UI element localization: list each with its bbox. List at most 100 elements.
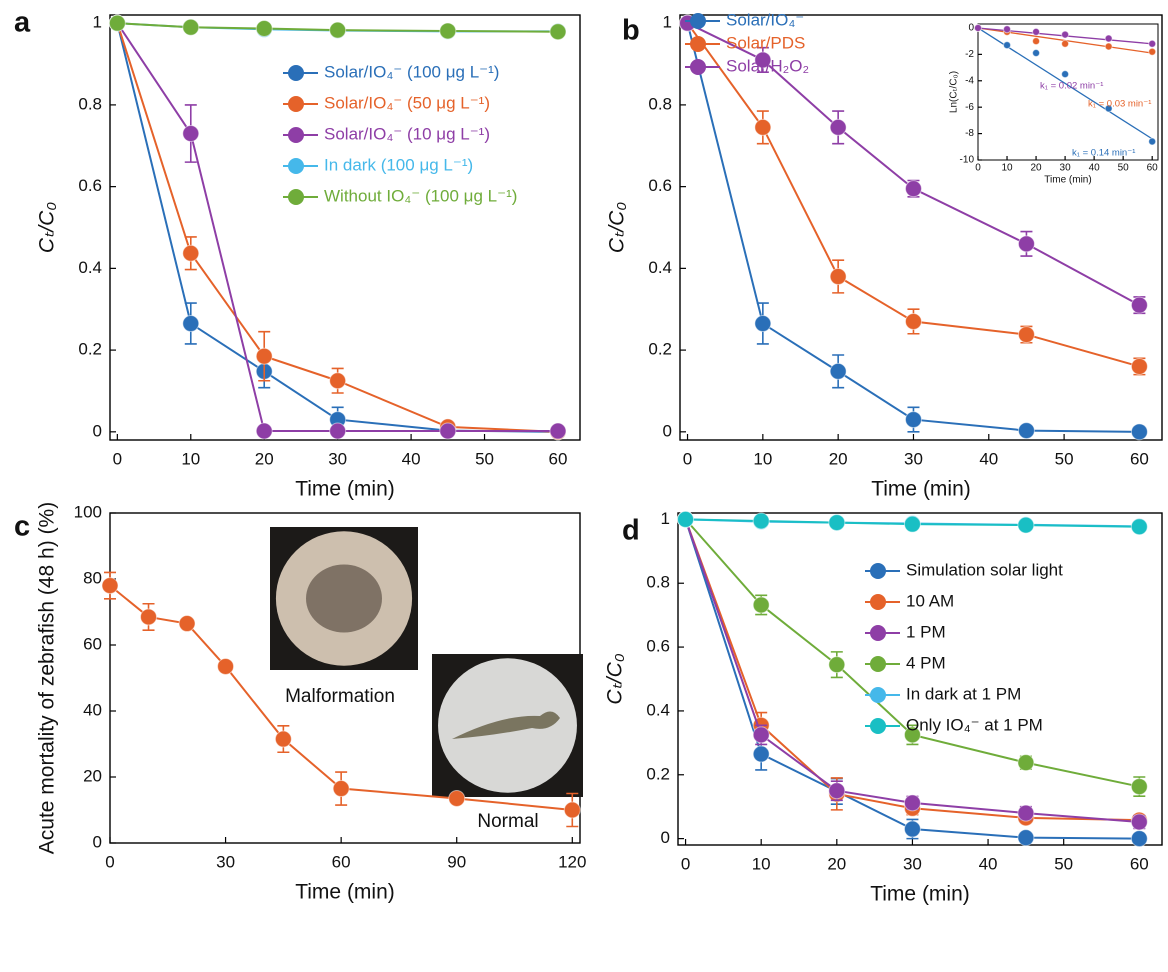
y-tick-label: 1 bbox=[663, 13, 672, 32]
data-point bbox=[1018, 327, 1034, 343]
data-point bbox=[1018, 830, 1034, 846]
y-tick-label: 0 bbox=[93, 832, 102, 851]
x-tick-label: 30 bbox=[1060, 163, 1072, 174]
x-tick-label: 60 bbox=[1147, 163, 1159, 174]
data-point bbox=[179, 616, 195, 632]
x-tick-label: 20 bbox=[827, 854, 846, 873]
data-point bbox=[183, 245, 199, 261]
legend-marker bbox=[870, 656, 886, 672]
legend-label: Solar/IO₄⁻ bbox=[726, 10, 804, 29]
data-point bbox=[1105, 35, 1112, 42]
data-point bbox=[1062, 40, 1069, 47]
data-point bbox=[330, 423, 346, 439]
x-tick-label: 30 bbox=[904, 449, 923, 468]
legend-marker bbox=[288, 158, 304, 174]
figure: 0 10 20 30 40 50 60 0 0.2 0.4 0.6 0.8 1 Time (min) Cₜ/… bbox=[0, 0, 1168, 972]
x-tick-label: 20 bbox=[829, 449, 848, 468]
x-tick-label: 10 bbox=[753, 449, 772, 468]
legend-marker bbox=[870, 563, 886, 579]
legend-marker bbox=[690, 36, 706, 52]
x-axis-title: Time (min) bbox=[870, 883, 970, 906]
data-point bbox=[1149, 48, 1156, 55]
y-tick-label: -6 bbox=[965, 102, 974, 113]
y-tick-label: 0.8 bbox=[78, 94, 102, 113]
y-tick-label: 0.2 bbox=[648, 340, 672, 359]
data-point bbox=[1131, 779, 1147, 795]
y-tick-label: 0 bbox=[661, 828, 670, 847]
y-tick-label: 0 bbox=[93, 421, 102, 440]
legend-marker bbox=[870, 594, 886, 610]
y-axis-title: Cₜ/C₀ bbox=[606, 202, 629, 253]
annotation: k₁ = 0.14 min⁻¹ bbox=[1072, 148, 1135, 159]
legend-label: 4 PM bbox=[906, 653, 946, 672]
data-point bbox=[109, 15, 125, 31]
data-point bbox=[1018, 236, 1034, 252]
y-tick-label: 0.6 bbox=[648, 176, 672, 195]
y-tick-label: 0.6 bbox=[78, 176, 102, 195]
annotation: k₁ = 0.03 min⁻¹ bbox=[1088, 99, 1151, 110]
y-tick-label: 40 bbox=[83, 700, 102, 719]
x-axis-title: Time (min) bbox=[871, 478, 971, 501]
data-point bbox=[1105, 43, 1112, 50]
photo-caption: Malformation bbox=[285, 686, 395, 707]
data-point bbox=[141, 609, 157, 625]
x-axis-title: Time (min) bbox=[295, 881, 395, 904]
legend-label: Solar/IO₄⁻ (100 μg L⁻¹) bbox=[324, 62, 499, 81]
data-point bbox=[550, 423, 566, 439]
x-tick-label: 0 bbox=[681, 854, 690, 873]
legend-marker bbox=[288, 96, 304, 112]
legend-marker bbox=[288, 65, 304, 81]
panel-label: c bbox=[14, 511, 30, 543]
legend-label: In dark at 1 PM bbox=[906, 684, 1021, 703]
data-point bbox=[1018, 755, 1034, 771]
x-tick-label: 60 bbox=[332, 852, 351, 871]
x-tick-label: 10 bbox=[752, 854, 771, 873]
data-point bbox=[1131, 831, 1147, 847]
data-point bbox=[550, 24, 566, 40]
data-point bbox=[440, 423, 456, 439]
data-point bbox=[102, 578, 118, 594]
data-point bbox=[829, 783, 845, 799]
legend-marker bbox=[870, 687, 886, 703]
data-point bbox=[1131, 358, 1147, 374]
y-tick-label: 0.4 bbox=[78, 258, 102, 277]
panel-label: d bbox=[622, 515, 640, 547]
data-point bbox=[333, 781, 349, 797]
data-point bbox=[1131, 297, 1147, 313]
legend-label: 10 AM bbox=[906, 591, 954, 610]
data-point bbox=[905, 412, 921, 428]
data-point bbox=[256, 348, 272, 364]
data-point bbox=[1004, 42, 1011, 49]
x-tick-label: 30 bbox=[903, 854, 922, 873]
data-point bbox=[755, 316, 771, 332]
data-point bbox=[440, 23, 456, 39]
legend-marker bbox=[690, 59, 706, 75]
x-tick-label: 50 bbox=[1118, 163, 1130, 174]
y-tick-label: 0.2 bbox=[646, 764, 670, 783]
legend-marker bbox=[870, 625, 886, 641]
legend-label: Only IO₄⁻ at 1 PM bbox=[906, 715, 1043, 734]
legend-marker bbox=[288, 189, 304, 205]
y-tick-label: 0.2 bbox=[78, 340, 102, 359]
legend-marker bbox=[690, 13, 706, 29]
panel-label: a bbox=[14, 7, 31, 39]
data-point bbox=[330, 22, 346, 38]
y-axis-title: Cₜ/C₀ bbox=[36, 202, 59, 253]
y-tick-label: 0.8 bbox=[648, 94, 672, 113]
data-point bbox=[183, 126, 199, 142]
x-tick-label: 90 bbox=[447, 852, 466, 871]
x-tick-label: 50 bbox=[1055, 449, 1074, 468]
legend-label: 1 PM bbox=[906, 622, 946, 641]
data-point bbox=[275, 731, 291, 747]
data-point bbox=[830, 269, 846, 285]
data-point bbox=[330, 373, 346, 389]
data-point bbox=[1033, 50, 1040, 57]
x-tick-label: 0 bbox=[113, 449, 122, 468]
y-tick-label: 0.4 bbox=[646, 700, 670, 719]
x-axis-title: Time (min) bbox=[1044, 175, 1091, 186]
legend-label: Without IO₄⁻ (100 μg L⁻¹) bbox=[324, 186, 517, 205]
data-point bbox=[218, 658, 234, 674]
data-point bbox=[1018, 423, 1034, 439]
data-point bbox=[1004, 26, 1011, 33]
y-tick-label: -2 bbox=[965, 49, 974, 60]
